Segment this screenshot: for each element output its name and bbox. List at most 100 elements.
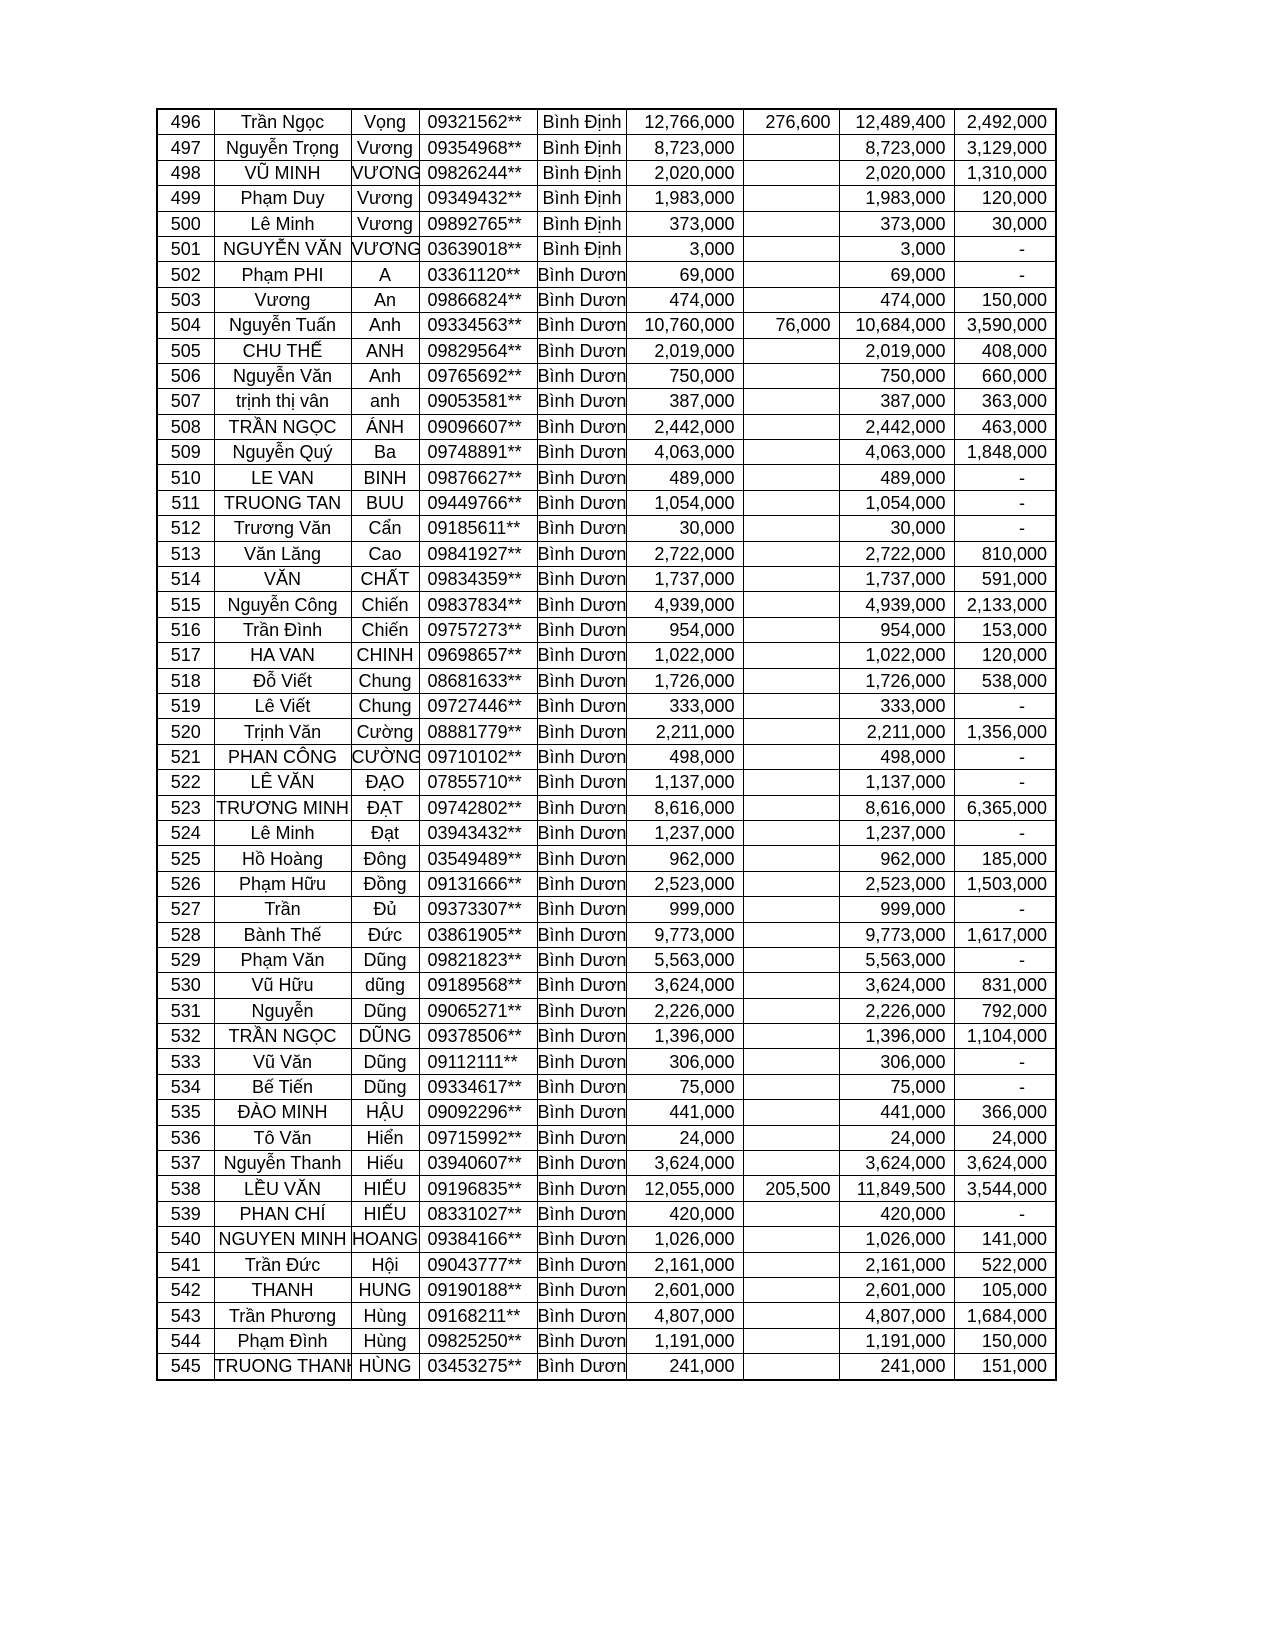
amount-total-cell: 24,000	[625, 1124, 744, 1152]
phone-cell: 09449766**	[418, 489, 538, 517]
province-cell: Bình Dương	[536, 1327, 627, 1355]
amount-paid-cell: 1,617,000	[953, 921, 1057, 948]
amount-total-cell: 2,161,000	[625, 1251, 744, 1278]
province-cell: Bình Dương	[536, 819, 627, 847]
province-cell: Bình Dương	[536, 769, 627, 796]
amount-total-cell: 750,000	[625, 362, 744, 390]
amount-total-cell: 75,000	[625, 1073, 744, 1101]
given-name-cell: HOANG	[350, 1226, 420, 1253]
given-name-cell: DŨNG	[350, 1023, 420, 1050]
phone-cell: 09096607**	[418, 413, 538, 441]
surname-middle-name-cell: Trần Đức	[213, 1251, 352, 1278]
province-text: Bình Dương	[537, 1178, 626, 1199]
amount-total-cell: 3,624,000	[625, 1150, 744, 1177]
province-cell: Bình Dương	[536, 794, 627, 821]
amount-total-cell: 420,000	[625, 1200, 744, 1228]
amount-deduction-cell	[742, 870, 840, 898]
amount-total-cell: 962,000	[625, 845, 744, 872]
amount-net-cell: 69,000	[838, 261, 955, 288]
phone-cell: 09373307**	[418, 896, 538, 923]
amount-paid-cell: -	[953, 946, 1057, 974]
given-name-cell: Vương	[350, 210, 420, 237]
surname-middle-name-cell: Tô Văn	[213, 1124, 352, 1152]
amount-net-cell: 333,000	[838, 692, 955, 720]
amount-deduction-cell	[742, 1200, 840, 1228]
amount-paid-cell: 522,000	[953, 1251, 1057, 1278]
row-number-cell: 498	[156, 159, 215, 187]
given-name-cell: A	[350, 261, 420, 288]
phone-cell: 09715992**	[418, 1124, 538, 1152]
phone-cell: 09065271**	[418, 997, 538, 1025]
amount-total-cell: 4,063,000	[625, 439, 744, 466]
province-text: Bình Dương	[537, 620, 626, 640]
row-number-cell: 510	[156, 464, 215, 491]
province-text: Bình Dương	[537, 848, 626, 869]
province-cell: Bình Định	[536, 235, 627, 263]
given-name-cell: HIẾU	[350, 1200, 420, 1228]
surname-middle-name-cell: Nguyễn	[213, 997, 352, 1025]
amount-net-cell: 1,737,000	[838, 566, 955, 593]
amount-deduction-cell	[742, 159, 840, 187]
amount-paid-cell: -	[953, 769, 1057, 796]
province-cell: Bình Dương	[536, 1200, 627, 1228]
surname-middle-name-cell: VĂN	[213, 566, 352, 593]
province-cell: Bình Dương	[536, 896, 627, 923]
amount-deduction-cell	[742, 1124, 840, 1152]
amount-paid-cell: 1,104,000	[953, 1023, 1057, 1050]
surname-middle-name-cell: Phạm Văn	[213, 946, 352, 974]
table-row: 496 Trần Ngọc Vọng 09321562** Bình Định 12,76…	[156, 108, 1057, 136]
row-number-cell: 533	[156, 1048, 215, 1075]
amount-deduction-cell	[742, 362, 840, 390]
amount-total-cell: 1,396,000	[625, 1023, 744, 1050]
amount-deduction-cell	[742, 921, 840, 948]
province-text: Bình Dương	[537, 366, 626, 387]
row-number-cell: 501	[156, 235, 215, 263]
surname-middle-name-cell: Trần Phương	[213, 1302, 352, 1329]
phone-cell: 09334617**	[418, 1073, 538, 1101]
surname-middle-name-cell: Trương Văn	[213, 515, 352, 542]
given-name-cell: Hội	[350, 1251, 420, 1278]
given-name-cell: VƯƠNG	[350, 159, 420, 187]
surname-middle-name-cell: HA VAN	[213, 642, 352, 669]
row-number-cell: 502	[156, 261, 215, 288]
province-cell: Bình Dương	[536, 1276, 627, 1304]
phone-cell: 09765692**	[418, 362, 538, 390]
amount-deduction-cell	[742, 769, 840, 796]
surname-middle-name-cell: PHAN CÔNG	[213, 743, 352, 771]
province-cell: Bình Dương	[536, 642, 627, 669]
given-name-cell: Hiển	[350, 1124, 420, 1152]
amount-paid-cell: 24,000	[953, 1124, 1057, 1152]
amount-paid-cell: 141,000	[953, 1226, 1057, 1253]
amount-paid-cell: 2,492,000	[953, 108, 1057, 136]
phone-cell: 09053581**	[418, 388, 538, 415]
amount-total-cell: 8,723,000	[625, 134, 744, 161]
amount-total-cell: 4,807,000	[625, 1302, 744, 1329]
province-text: Bình Dương	[537, 823, 626, 844]
amount-total-cell: 489,000	[625, 464, 744, 491]
amount-total-cell: 241,000	[625, 1353, 744, 1381]
given-name-cell: dũng	[350, 972, 420, 999]
amount-paid-cell: 30,000	[953, 210, 1057, 237]
amount-deduction-cell	[742, 413, 840, 441]
province-text: Bình Dương	[537, 264, 626, 285]
surname-middle-name-cell: Trần Đình	[213, 616, 352, 644]
surname-middle-name-cell: Vũ Hữu	[213, 972, 352, 999]
given-name-cell: anh	[350, 388, 420, 415]
amount-paid-cell: 6,365,000	[953, 794, 1057, 821]
province-cell: Bình Dương	[536, 337, 627, 364]
row-number-cell: 545	[156, 1353, 215, 1381]
amount-net-cell: 1,191,000	[838, 1327, 955, 1355]
amount-net-cell: 306,000	[838, 1048, 955, 1075]
amount-total-cell: 1,237,000	[625, 819, 744, 847]
row-number-cell: 508	[156, 413, 215, 441]
amount-net-cell: 9,773,000	[838, 921, 955, 948]
amount-paid-cell: 831,000	[953, 972, 1057, 999]
